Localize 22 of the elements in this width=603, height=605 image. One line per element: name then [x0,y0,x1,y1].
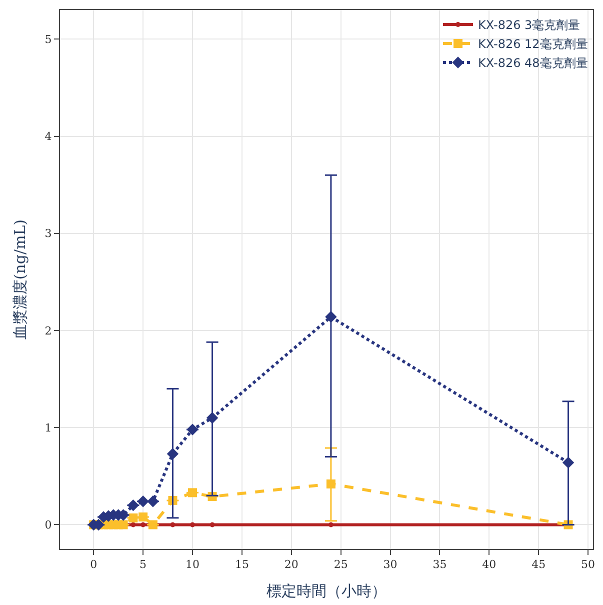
x-tick-label: 45 [532,558,546,572]
x-tick-label: 25 [334,558,348,572]
x-tick-label: 40 [482,558,496,572]
legend-label: KX-826 12毫克劑量 [478,37,588,52]
y-axis-title: 血漿濃度(ng/mL) [11,219,30,340]
y-tick-label: 4 [44,130,52,144]
x-tick-label: 10 [186,558,200,572]
y-tick-label: 3 [44,227,52,240]
x-tick-label: 35 [432,558,447,572]
y-tick-label: 1 [44,421,52,434]
y-tick-label: 2 [44,324,52,338]
legend-label: KX-826 48毫克劑量 [478,56,588,70]
x-tick-label: 30 [383,558,398,572]
y-tick-label: 0 [44,518,52,532]
x-tick-label: 50 [581,558,596,572]
x-tick-label: 15 [234,558,249,572]
x-tick-label: 20 [284,558,298,572]
x-tick-label: 0 [90,558,98,572]
x-axis-title: 標定時間（小時） [266,582,386,600]
legend-label: KX-826 3毫克劑量 [478,18,580,32]
x-tick-label: 5 [140,558,147,572]
y-tick-label: 5 [44,32,52,46]
